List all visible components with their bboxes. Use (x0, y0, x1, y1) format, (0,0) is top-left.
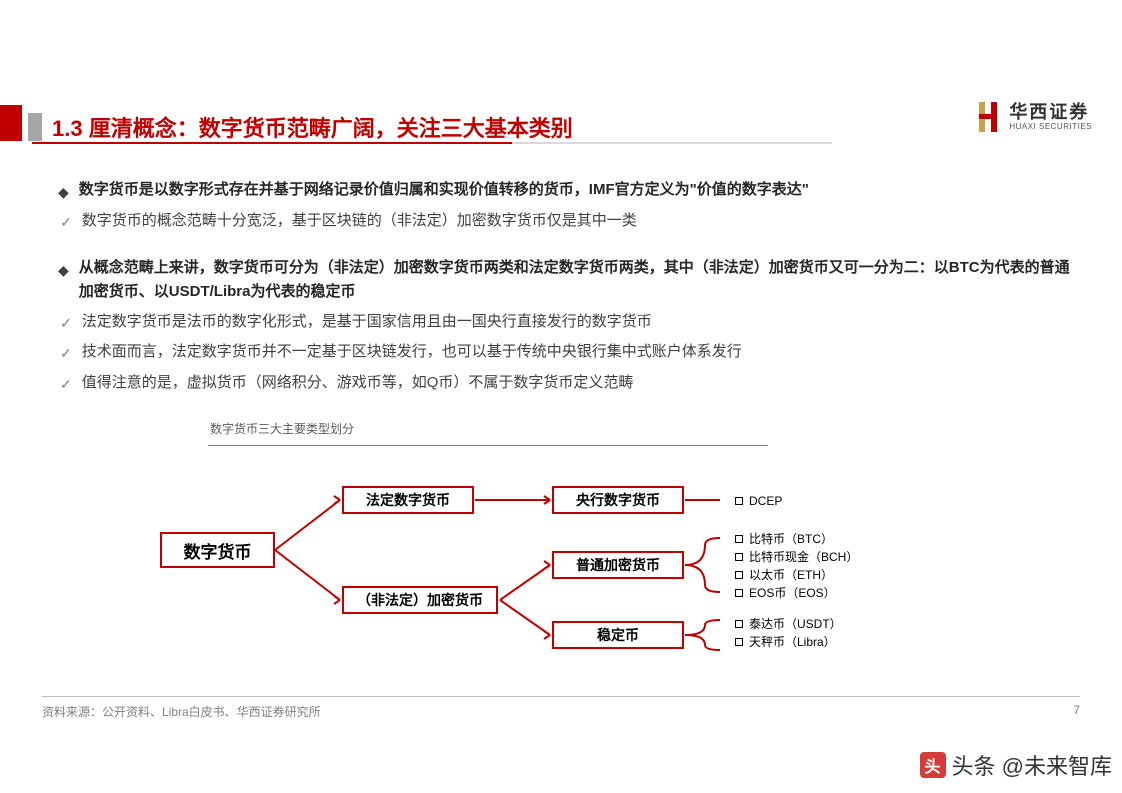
square-icon (735, 571, 743, 579)
title-underline (32, 142, 832, 144)
examples-c: 泰达币（USDT） 天秤币（Libra） (735, 615, 842, 651)
example-label: 比特币（BTC） (749, 530, 833, 548)
square-icon (735, 620, 743, 628)
bullet-text: 数字货币的概念范畴十分宽泛，基于区块链的（非法定）加密数字货币仅是其中一类 (82, 209, 637, 233)
diamond-icon: ◆ (58, 259, 69, 281)
examples-b: 比特币（BTC） 比特币现金（BCH） 以太币（ETH） EOS币（EOS） (735, 530, 858, 602)
brand-logo: 华西证券 HUAXI SECURITIES (975, 100, 1092, 134)
bullet-item: ✓ 数字货币的概念范畴十分宽泛，基于区块链的（非法定）加密数字货币仅是其中一类 (58, 209, 1082, 233)
bullet-item: ✓ 法定数字货币是法币的数字化形式，是基于国家信用且由一国央行直接发行的数字货币 (58, 310, 1082, 334)
diagram: 数字货币三大主要类型划分 (130, 420, 990, 670)
node-root: 数字货币 (160, 532, 275, 568)
check-icon: ✓ (60, 312, 72, 334)
check-icon: ✓ (60, 373, 72, 395)
bullet-text: 技术面而言，法定数字货币并不一定基于区块链发行，也可以基于传统中央银行集中式账户… (82, 340, 742, 364)
logo-en: HUAXI SECURITIES (1009, 123, 1092, 131)
square-icon (735, 535, 743, 543)
node-level2b: （非法定）加密货币 (342, 586, 498, 614)
node-level3b: 普通加密货币 (552, 551, 684, 579)
logo-text: 华西证券 HUAXI SECURITIES (1009, 103, 1092, 131)
square-icon (735, 589, 743, 597)
content-body: ◆ 数字货币是以数字形式存在并基于网络记录价值归属和实现价值转移的货币，IMF官… (58, 178, 1082, 401)
example-label: 以太币（ETH） (749, 566, 833, 584)
check-icon: ✓ (60, 211, 72, 233)
square-icon (735, 638, 743, 646)
square-icon (735, 553, 743, 561)
diamond-icon: ◆ (58, 181, 69, 203)
watermark-text: 头条 @未来智库 (952, 749, 1112, 781)
bullet-text: 法定数字货币是法币的数字化形式，是基于国家信用且由一国央行直接发行的数字货币 (82, 310, 652, 334)
diagram-title-underline (208, 445, 768, 446)
header-red-accent (0, 105, 22, 141)
diagram-stage: 数字货币 法定数字货币 （非法定）加密货币 央行数字货币 普通加密货币 稳定币 … (130, 460, 990, 670)
footer-source: 资料来源：公开资料、Libra白皮书、华西证券研究所 (42, 703, 321, 720)
node-level3a: 央行数字货币 (552, 486, 684, 514)
watermark: 头 头条 @未来智库 (920, 749, 1112, 781)
bullet-item: ✓ 技术面而言，法定数字货币并不一定基于区块链发行，也可以基于传统中央银行集中式… (58, 340, 1082, 364)
bullet-item: ◆ 数字货币是以数字形式存在并基于网络记录价值归属和实现价值转移的货币，IMF官… (58, 178, 1082, 203)
example-label: DCEP (749, 492, 782, 510)
diagram-title: 数字货币三大主要类型划分 (210, 420, 990, 437)
spacer (58, 240, 1082, 256)
example-label: 泰达币（USDT） (749, 615, 842, 633)
slide: 1.3 厘清概念：数字货币范畴广阔，关注三大基本类别 华西证券 HUAXI SE… (0, 0, 1122, 793)
example-label: 天秤币（Libra） (749, 633, 836, 651)
logo-icon (975, 100, 1003, 134)
example-label: EOS币（EOS） (749, 584, 836, 602)
header-grey-accent (28, 113, 42, 141)
slide-title: 1.3 厘清概念：数字货币范畴广阔，关注三大基本类别 (52, 111, 573, 143)
check-icon: ✓ (60, 342, 72, 364)
bullet-item: ✓ 值得注意的是，虚拟货币（网络积分、游戏币等，如Q币）不属于数字货币定义范畴 (58, 371, 1082, 395)
page-number: 7 (1073, 703, 1080, 720)
footer: 资料来源：公开资料、Libra白皮书、华西证券研究所 7 (42, 696, 1080, 720)
bullet-item: ◆ 从概念范畴上来讲，数字货币可分为（非法定）加密数字货币两类和法定数字货币两类… (58, 256, 1082, 304)
logo-cn: 华西证券 (1009, 103, 1092, 121)
node-level2a: 法定数字货币 (342, 486, 474, 514)
watermark-icon: 头 (920, 752, 946, 778)
bullet-text: 从概念范畴上来讲，数字货币可分为（非法定）加密数字货币两类和法定数字货币两类，其… (79, 256, 1082, 304)
example-label: 比特币现金（BCH） (749, 548, 858, 566)
bullet-text: 数字货币是以数字形式存在并基于网络记录价值归属和实现价值转移的货币，IMF官方定… (79, 178, 809, 202)
node-level3c: 稳定币 (552, 621, 684, 649)
examples-a: DCEP (735, 492, 782, 510)
header: 1.3 厘清概念：数字货币范畴广阔，关注三大基本类别 (0, 105, 1122, 145)
square-icon (735, 497, 743, 505)
bullet-text: 值得注意的是，虚拟货币（网络积分、游戏币等，如Q币）不属于数字货币定义范畴 (82, 371, 634, 395)
